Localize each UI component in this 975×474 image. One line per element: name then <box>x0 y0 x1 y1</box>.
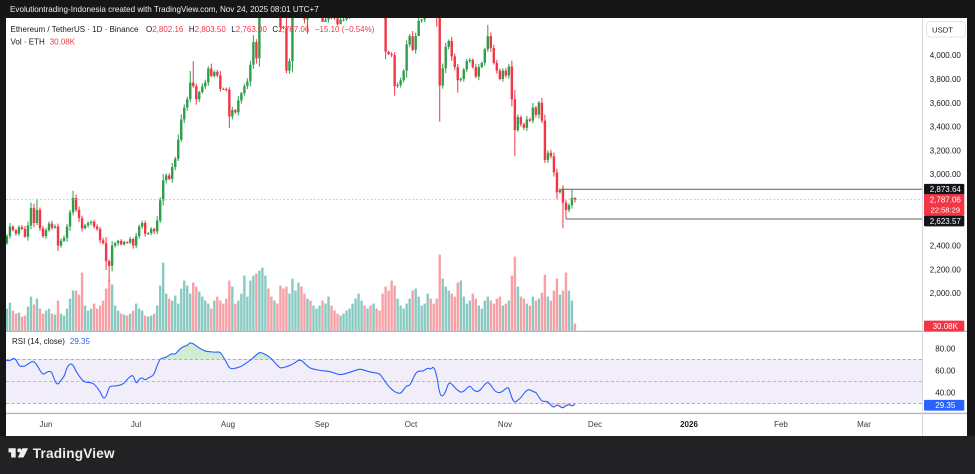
svg-text:3,200.00: 3,200.00 <box>930 146 962 155</box>
svg-text:2026: 2026 <box>680 420 698 429</box>
svg-text:RSI (14, close)29.35: RSI (14, close) 29.35 <box>12 337 90 346</box>
svg-text:2,400.00: 2,400.00 <box>930 242 962 251</box>
svg-text:3,600.00: 3,600.00 <box>930 99 962 108</box>
svg-text:3,000.00: 3,000.00 <box>930 170 962 179</box>
svg-text:Jul: Jul <box>131 420 141 429</box>
svg-text:22:58:29: 22:58:29 <box>931 206 961 215</box>
svg-text:60.00: 60.00 <box>935 367 956 376</box>
svg-text:Nov: Nov <box>498 420 512 429</box>
svg-text:Ethereum / TetherUS · 1D · Bin: Ethereum / TetherUS · 1D · Binance <box>11 25 139 34</box>
svg-text:3,800.00: 3,800.00 <box>930 75 962 84</box>
svg-text:Jun: Jun <box>40 420 53 429</box>
svg-text:Oct: Oct <box>405 420 418 429</box>
svg-text:3,400.00: 3,400.00 <box>930 123 962 132</box>
svg-text:2,623.57: 2,623.57 <box>930 217 962 226</box>
svg-text:80.00: 80.00 <box>935 344 956 353</box>
svg-text:Sep: Sep <box>315 420 330 429</box>
svg-text:30.08K: 30.08K <box>933 322 959 331</box>
svg-text:2,787.06: 2,787.06 <box>930 195 962 204</box>
svg-text:29.35: 29.35 <box>935 401 956 410</box>
svg-text:Dec: Dec <box>588 420 602 429</box>
svg-text:2,000.00: 2,000.00 <box>930 289 962 298</box>
svg-text:2,873.64: 2,873.64 <box>930 185 962 194</box>
svg-text:40.00: 40.00 <box>935 389 956 398</box>
svg-text:Feb: Feb <box>774 420 788 429</box>
svg-text:Evolutiontrading-Indonesia cre: Evolutiontrading-Indonesia created with … <box>10 5 319 14</box>
svg-text:USDT: USDT <box>932 26 953 35</box>
svg-text:TradingView: TradingView <box>33 446 115 461</box>
svg-text:Mar: Mar <box>857 420 871 429</box>
svg-text:Aug: Aug <box>221 420 235 429</box>
svg-text:2,200.00: 2,200.00 <box>930 265 962 274</box>
svg-text:4,000.00: 4,000.00 <box>930 51 962 60</box>
